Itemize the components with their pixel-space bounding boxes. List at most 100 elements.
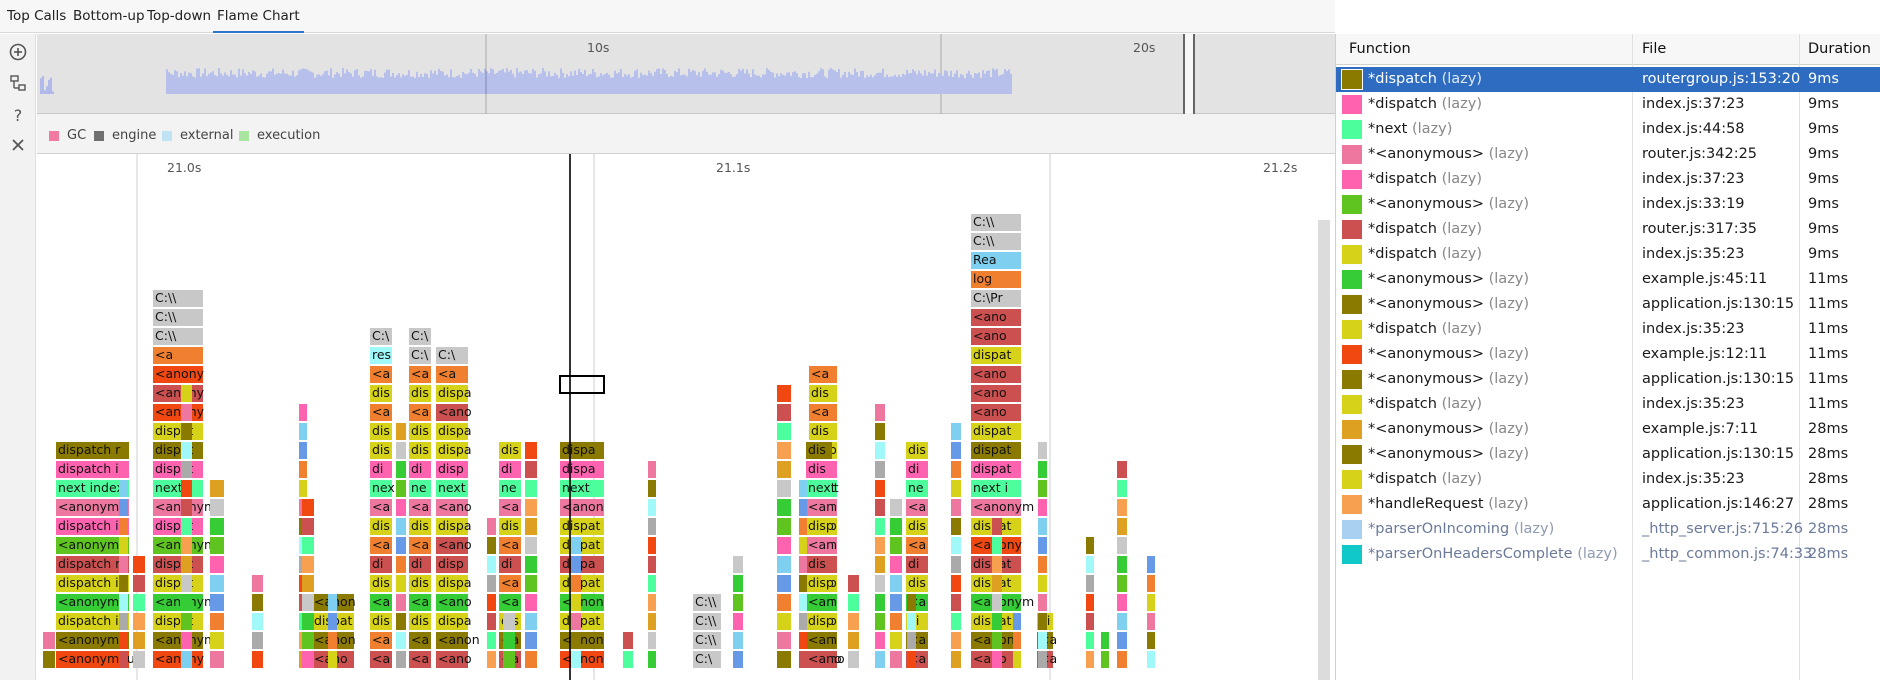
table-row[interactable]: *next (lazy) index.js:44:58 9ms [1336, 117, 1880, 142]
table-row[interactable]: *<anonymous> (lazy) application.js:130:15… [1336, 292, 1880, 317]
flame-frame [153, 328, 203, 345]
table-row[interactable]: *parserOnIncoming (lazy) _http_server.js:… [1336, 517, 1880, 542]
flame-frame-label: next [808, 480, 836, 495]
flame-frame [299, 480, 307, 497]
table-row[interactable]: *dispatch (lazy) index.js:37:23 9ms [1336, 167, 1880, 192]
flame-frame [436, 613, 468, 630]
flame-frame-label: dis [411, 518, 429, 533]
flame-frame [890, 518, 902, 535]
flame-frame [1038, 499, 1047, 516]
flame-frame [436, 537, 468, 554]
flame-frame [951, 556, 961, 573]
flame-frame-label: <anony [155, 385, 205, 400]
flame-frame [560, 442, 604, 459]
tab-top-calls[interactable]: Top Calls [7, 8, 67, 24]
table-row[interactable]: *dispatch (lazy) index.js:35:23 9ms [1336, 242, 1880, 267]
tab-bottom-up[interactable]: Bottom-up [73, 8, 145, 24]
row-duration: 11ms [1808, 271, 1849, 287]
table-row[interactable]: *<anonymous> (lazy) router.js:342:25 9ms [1336, 142, 1880, 167]
column-header-function[interactable]: Function [1349, 41, 1411, 57]
flame-frame [396, 556, 406, 573]
flame-frame [623, 632, 633, 649]
column-divider[interactable] [1799, 34, 1800, 680]
flame-frame [210, 480, 224, 497]
zoom-in-button[interactable] [5, 39, 31, 65]
row-lazy-tag: (lazy) [1441, 96, 1483, 112]
flame-frame [733, 651, 743, 668]
column-header-duration[interactable]: Duration [1808, 41, 1871, 57]
row-function-name: *<anonymous> [1368, 196, 1485, 212]
flame-frame [302, 518, 314, 535]
row-lazy-tag: (lazy) [1488, 346, 1530, 362]
table-row[interactable]: *parserOnHeadersComplete (lazy) _http_com… [1336, 542, 1880, 567]
flame-frame [487, 537, 496, 554]
collapse-tree-button[interactable] [5, 70, 31, 96]
flame-frame [525, 537, 537, 554]
row-duration: 11ms [1808, 296, 1849, 312]
flame-frame [1038, 537, 1047, 554]
selected-frame-outline [559, 375, 605, 394]
table-row[interactable]: *<anonymous> (lazy) example.js:12:11 11ms [1336, 342, 1880, 367]
tab-flame-chart[interactable]: Flame Chart [213, 0, 304, 33]
flame-frame [733, 632, 743, 649]
flame-frame-label: dis [411, 385, 429, 400]
help-button[interactable]: ? [5, 102, 31, 128]
row-lazy-tag: (lazy) [1441, 221, 1483, 237]
close-button[interactable] [5, 132, 31, 158]
table-row[interactable]: *<anonymous> (lazy) example.js:7:11 28ms [1336, 417, 1880, 442]
flame-frame-label: dis [411, 442, 429, 457]
flame-frame [777, 651, 791, 668]
table-row[interactable]: *<anonymous> (lazy) application.js:130:15… [1336, 442, 1880, 467]
flame-frame-label: disp [808, 613, 834, 628]
flame-frame [777, 575, 791, 592]
flame-frame [777, 518, 791, 535]
column-header-file[interactable]: File [1642, 41, 1667, 57]
flame-frame [951, 442, 961, 459]
timeline-overview[interactable]: 10s 20s [37, 34, 1335, 114]
table-row[interactable]: *dispatch (lazy) index.js:37:23 9ms [1336, 92, 1880, 117]
row-color-swatch [1342, 545, 1362, 564]
row-function-name: *<anonymous> [1368, 346, 1485, 362]
legend-execution: execution [239, 128, 320, 143]
flame-frame [499, 537, 521, 554]
flame-frame [396, 499, 406, 516]
flame-frame [777, 480, 791, 497]
flame-frame [875, 461, 885, 478]
flame-frame-label: Rea [973, 252, 996, 267]
row-color-swatch [1342, 220, 1362, 239]
flame-frame [875, 632, 885, 649]
flame-frame [436, 575, 468, 592]
table-row[interactable]: *<anonymous> (lazy) index.js:33:19 9ms [1336, 192, 1880, 217]
row-color-swatch [1342, 95, 1362, 114]
flame-frame-label: <anonym [58, 632, 119, 647]
flame-frame [1147, 575, 1155, 592]
table-row[interactable]: *dispatch (lazy) routergroup.js:153:20 9ms [1336, 67, 1880, 92]
table-row[interactable]: *dispatch (lazy) index.js:35:23 11ms [1336, 392, 1880, 417]
flame-vertical-scrollbar[interactable] [1318, 220, 1330, 680]
overview-window-selection[interactable] [1183, 34, 1195, 114]
flame-frame [733, 556, 743, 573]
tab-top-down[interactable]: Top-down [147, 8, 212, 24]
flame-frame [907, 594, 916, 611]
flame-frame-label: <a [501, 594, 519, 609]
flame-frame [181, 423, 192, 440]
flame-chart-area[interactable]: <anonymous <anonym dispatch i <anonym dispat… [37, 154, 1335, 680]
table-row[interactable]: *dispatch (lazy) router.js:317:35 9ms [1336, 217, 1880, 242]
flame-frame-label: <a [811, 366, 829, 381]
category-legend: GC engine external execution [37, 114, 1335, 154]
flame-frame [560, 499, 604, 516]
close-icon [12, 139, 24, 151]
table-row[interactable]: *handleRequest (lazy) application.js:146:… [1336, 492, 1880, 517]
table-row[interactable]: *<anonymous> (lazy) example.js:45:11 11ms [1336, 267, 1880, 292]
table-row[interactable]: *dispatch (lazy) index.js:35:23 28ms [1336, 467, 1880, 492]
column-divider[interactable] [1632, 34, 1633, 680]
flame-frame [951, 480, 961, 497]
flame-frame [809, 423, 837, 440]
flame-frame-label: next index [58, 480, 124, 495]
table-row[interactable]: *<anonymous> (lazy) application.js:130:15… [1336, 367, 1880, 392]
flame-frame [43, 651, 55, 668]
table-row[interactable]: *dispatch (lazy) index.js:35:23 11ms [1336, 317, 1880, 342]
flame-frame [409, 518, 431, 535]
flame-chart-canvas[interactable]: <anonymous <anonym dispatch i <anonym dispat… [37, 154, 1335, 680]
flame-frame [119, 518, 128, 535]
